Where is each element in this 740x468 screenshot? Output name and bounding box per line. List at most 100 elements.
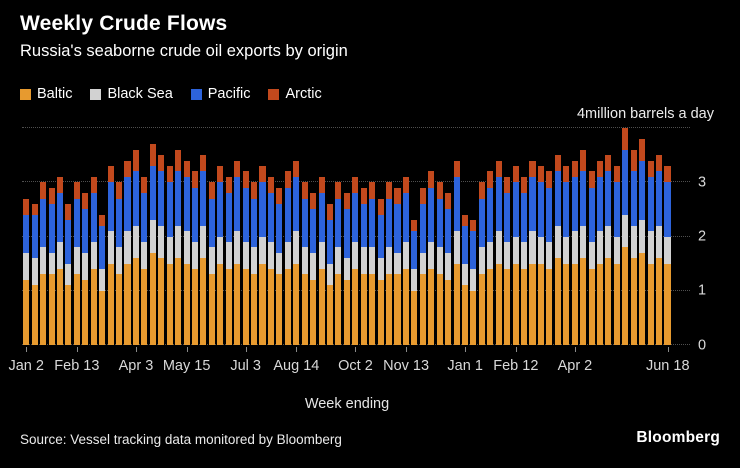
legend-label: Pacific	[207, 86, 251, 102]
bar-segment-black-sea	[208, 247, 215, 275]
bar-segment-black-sea	[107, 231, 114, 264]
bar-segment-arctic	[149, 144, 156, 166]
bar-segment-black-sea	[267, 241, 274, 270]
bar-segment-arctic	[217, 165, 224, 183]
x-tick-mark	[186, 347, 188, 352]
bar-segment-baltic	[639, 252, 646, 345]
bar-segment-baltic	[166, 263, 173, 345]
bar-week	[284, 128, 292, 345]
bar-segment-pacific	[630, 171, 637, 226]
bar-segment-arctic	[630, 149, 637, 172]
bar-segment-black-sea	[318, 241, 325, 270]
bar-segment-black-sea	[56, 241, 63, 270]
bar-segment-arctic	[529, 160, 536, 177]
bar-week	[663, 128, 671, 345]
bar-segment-black-sea	[487, 241, 494, 270]
bar-segment-arctic	[301, 182, 308, 199]
bar-segment-pacific	[453, 176, 460, 232]
bar-segment-arctic	[622, 128, 629, 150]
bar-week	[140, 128, 148, 345]
x-tick-mark	[245, 347, 247, 352]
legend-swatch-icon	[90, 88, 102, 100]
bar-week	[554, 128, 562, 345]
bar-segment-pacific	[23, 214, 30, 253]
bar-segment-black-sea	[166, 236, 173, 264]
legend-swatch-icon	[190, 88, 202, 100]
bar-week	[233, 128, 241, 345]
bar-segment-baltic	[580, 258, 587, 345]
bar-week	[174, 128, 182, 345]
bar-segment-pacific	[251, 198, 258, 248]
bar-segment-baltic	[377, 279, 384, 345]
legend-swatch-icon	[268, 88, 280, 100]
bar-segment-black-sea	[65, 263, 72, 286]
bar-segment-black-sea	[504, 241, 511, 270]
bar-segment-pacific	[402, 193, 409, 242]
bar-week	[334, 128, 342, 345]
bar-week	[638, 128, 646, 345]
legend: Baltic Black Sea Pacific Arctic	[20, 86, 322, 102]
bar-segment-black-sea	[242, 241, 249, 270]
bar-segment-arctic	[73, 182, 80, 199]
x-tick-mark	[296, 347, 298, 352]
bar-segment-black-sea	[495, 231, 502, 264]
bar-segment-arctic	[242, 171, 249, 188]
bar-segment-pacific	[428, 187, 435, 242]
bar-week	[267, 128, 275, 345]
bar-segment-arctic	[259, 165, 266, 183]
bar-segment-pacific	[31, 214, 38, 259]
bar-segment-arctic	[656, 155, 663, 172]
bar-week	[520, 128, 528, 345]
bar-segment-baltic	[529, 263, 536, 345]
bar-week	[326, 128, 334, 345]
bar-segment-arctic	[588, 171, 595, 188]
bar-segment-arctic	[208, 182, 215, 199]
bar-segment-baltic	[73, 274, 80, 345]
bar-segment-baltic	[293, 263, 300, 345]
bar-week	[199, 128, 207, 345]
bar-segment-black-sea	[571, 231, 578, 264]
bar-week	[528, 128, 536, 345]
bar-segment-baltic	[116, 274, 123, 345]
bar-segment-baltic	[200, 258, 207, 345]
bar-segment-black-sea	[411, 269, 418, 291]
bar-segment-pacific	[301, 198, 308, 248]
x-tick-mark	[355, 347, 357, 352]
bar-segment-arctic	[40, 182, 47, 199]
bar-segment-baltic	[428, 269, 435, 345]
bar-week	[115, 128, 123, 345]
x-tick-label-jan-1: Jan 1	[447, 358, 483, 374]
legend-item-arctic: Arctic	[268, 86, 322, 102]
bar-segment-baltic	[386, 274, 393, 345]
bar-segment-arctic	[411, 220, 418, 232]
bar-segment-pacific	[461, 225, 468, 264]
bar-segment-black-sea	[537, 236, 544, 264]
x-tick-mark	[465, 347, 467, 352]
bar-segment-arctic	[276, 187, 283, 204]
bar-segment-arctic	[571, 160, 578, 177]
bar-segment-black-sea	[613, 236, 620, 264]
x-tick-label-oct-2: Oct 2	[338, 358, 373, 374]
bar-segment-arctic	[639, 138, 646, 161]
bar-segment-pacific	[411, 231, 418, 270]
bar-segment-pacific	[605, 171, 612, 226]
legend-swatch-icon	[20, 88, 31, 100]
bar-segment-baltic	[40, 274, 47, 345]
bar-segment-black-sea	[31, 258, 38, 286]
bar-segment-arctic	[596, 160, 603, 177]
bar-segment-black-sea	[301, 247, 308, 275]
x-tick-label-apr-3: Apr 3	[118, 358, 154, 374]
bar-week	[461, 128, 469, 345]
bar-segment-black-sea	[436, 247, 443, 275]
bar-segment-arctic	[360, 187, 367, 204]
source-text: Source: Vessel tracking data monitored b…	[20, 432, 342, 447]
bar-segment-black-sea	[141, 241, 148, 270]
bar-segment-pacific	[56, 193, 63, 242]
bar-segment-black-sea	[529, 231, 536, 264]
bar-segment-baltic	[310, 279, 317, 345]
page-title: Weekly Crude Flows	[20, 12, 228, 35]
x-tick-label-may-15: May 15	[162, 358, 211, 374]
bar-segment-black-sea	[251, 247, 258, 275]
bar-week	[250, 128, 258, 345]
bar-segment-arctic	[326, 203, 333, 221]
